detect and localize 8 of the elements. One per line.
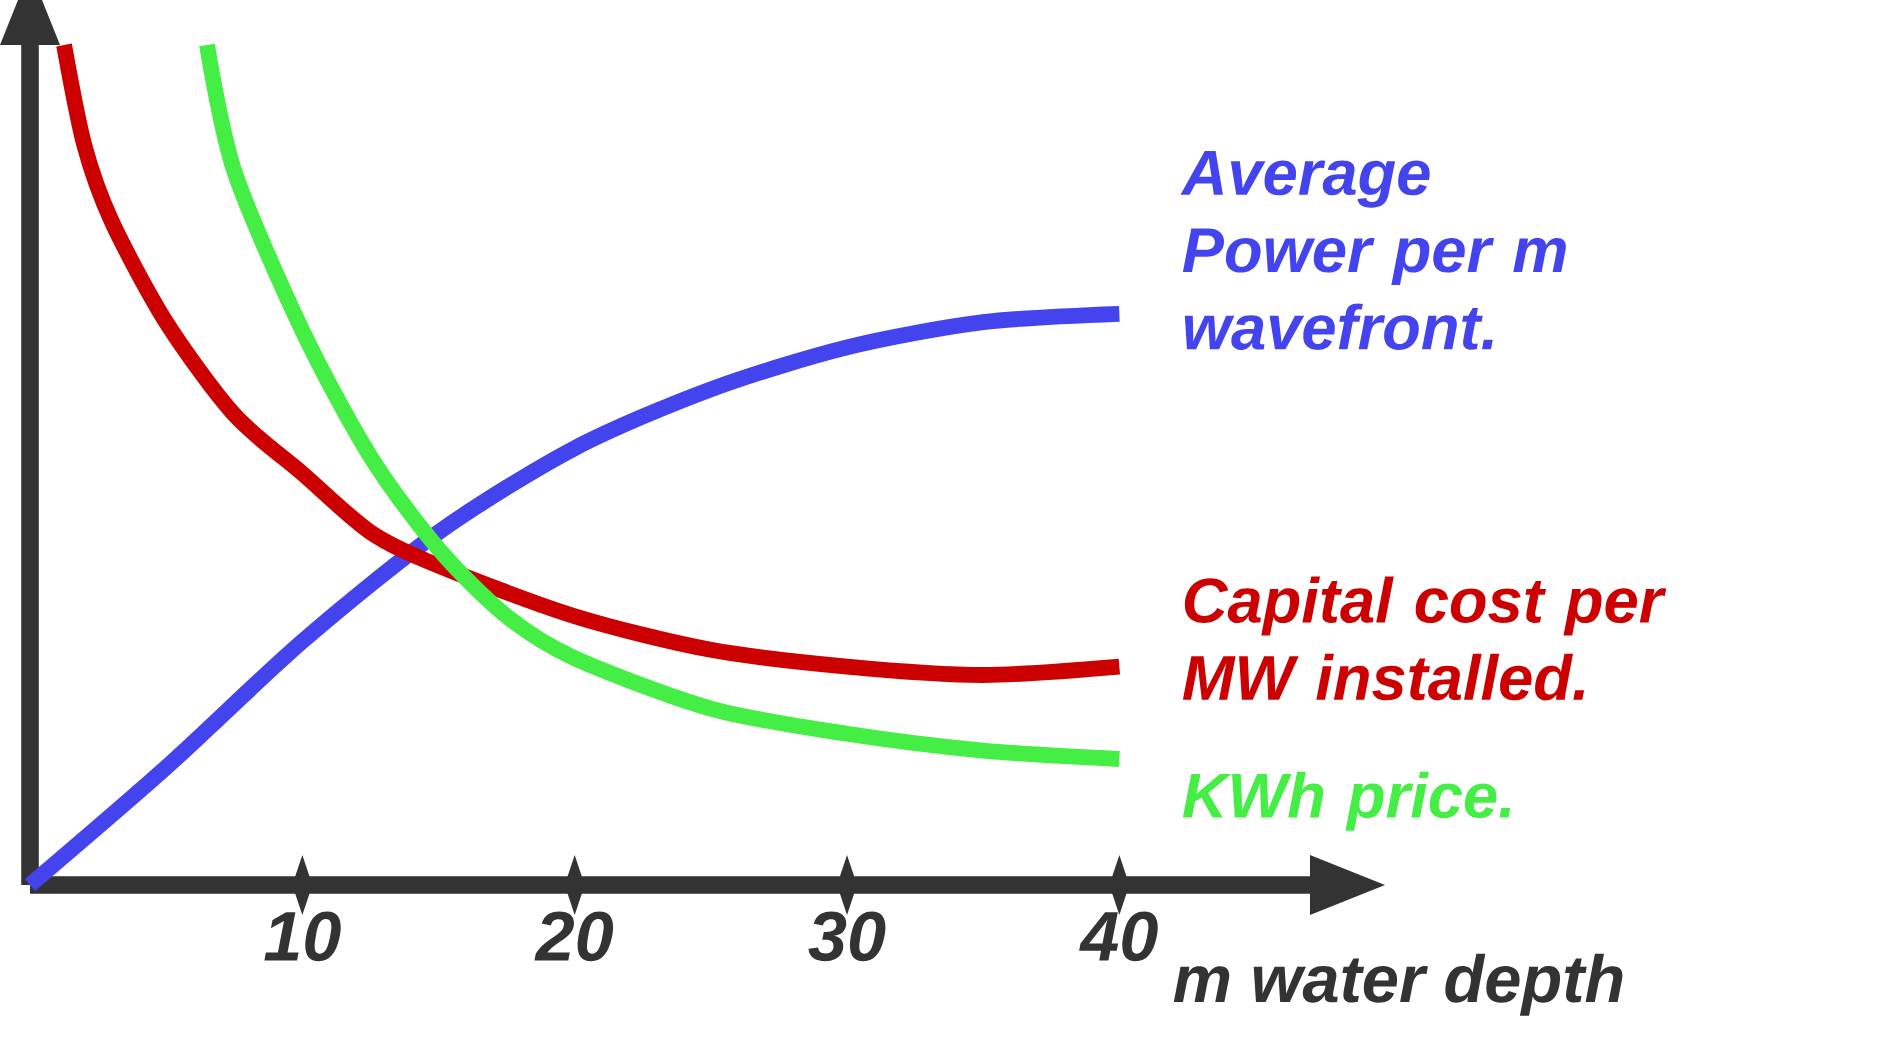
x-tick-label: 20 — [534, 911, 614, 962]
x-tick-label: 30 — [808, 911, 886, 962]
x-tick-label: 40 — [1079, 911, 1158, 962]
x-tick-label: 10 — [264, 911, 341, 962]
series-label: KWh price. — [1182, 771, 1511, 831]
x-axis-title: m water depth — [1173, 953, 1623, 1016]
series-label: Average Power per m wavefront. — [1180, 151, 1566, 350]
series-label: Capital cost per MW installed. — [1182, 576, 1667, 701]
